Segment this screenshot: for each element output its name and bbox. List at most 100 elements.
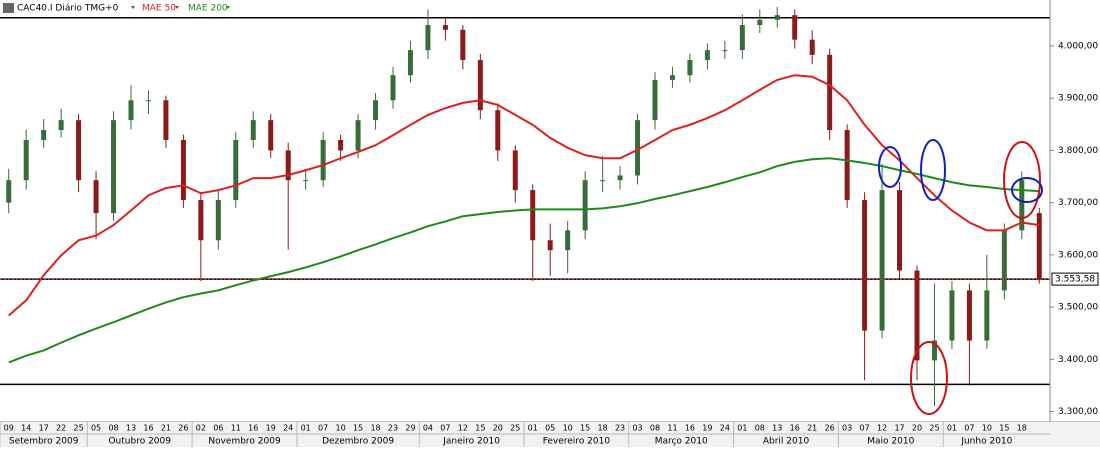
x-tick-label: 01 [528, 424, 538, 433]
legend-ma50: MAE 50 [142, 4, 176, 14]
candle-body [233, 139, 239, 201]
x-tick-label: 01 [947, 424, 957, 433]
candle-body [966, 290, 972, 341]
candle-body [879, 190, 885, 331]
candle-body [547, 240, 553, 251]
candle-body [442, 25, 448, 30]
x-tick-label: 16 [143, 424, 153, 433]
x-tick-label: 15 [353, 424, 363, 433]
candle-body [984, 290, 990, 341]
x-tick-label: 24 [283, 424, 293, 433]
candle-body [1001, 230, 1007, 291]
candle-body [285, 150, 291, 181]
candle-body [582, 180, 588, 231]
candle-body [407, 50, 413, 76]
month-label: Novembro 2009 [208, 437, 281, 447]
x-tick-label: 24 [720, 424, 730, 433]
annotation-ellipse [910, 341, 948, 415]
candle-body [303, 180, 309, 182]
candle-body [198, 200, 204, 241]
x-tick-label: 09 [4, 424, 14, 433]
x-tick-label: 16 [248, 424, 258, 433]
last-price-label: 3.553,58 [1055, 275, 1095, 285]
x-tick-label: 07 [440, 424, 450, 433]
x-tick-label: 21 [807, 424, 817, 433]
candle-body [128, 100, 134, 121]
candle-body [58, 120, 64, 131]
month-label: Abril 2010 [763, 437, 810, 447]
legend-arrow [175, 6, 179, 9]
x-tick-label: 15 [475, 424, 485, 433]
candle-body [844, 130, 850, 201]
legend-arrow [131, 6, 135, 9]
x-tick-label: 06 [213, 424, 223, 433]
month-label: Junho 2010 [960, 437, 1012, 447]
candle-body [1019, 180, 1025, 231]
candle-body [722, 50, 728, 52]
x-tick-label: 20 [912, 424, 922, 433]
candle-body [652, 79, 658, 121]
x-tick-label: 17 [39, 424, 49, 433]
candle-body [373, 100, 379, 121]
x-tick-label: 25 [74, 424, 84, 433]
candle-body [792, 15, 798, 40]
candle-body [320, 139, 326, 181]
candle-body [565, 230, 571, 251]
x-tick-label: 16 [790, 424, 800, 433]
x-tick-label: 08 [755, 424, 765, 433]
candle-body [41, 130, 47, 140]
x-tick-label: 26 [825, 424, 835, 433]
x-tick-label: 19 [702, 424, 712, 433]
candle-body [495, 110, 501, 151]
x-tick-label: 25 [929, 424, 939, 433]
x-tick-label: 10 [563, 424, 573, 433]
candle-body [6, 180, 12, 203]
x-tick-label: 10 [336, 424, 346, 433]
x-tick-label: 12 [877, 424, 887, 433]
candle-body [460, 29, 466, 61]
y-tick-label: 3.700,00 [1058, 198, 1098, 208]
plot-area [0, 6, 1050, 407]
x-tick-label: 11 [667, 424, 677, 433]
x-tick-label: 13 [772, 424, 782, 433]
x-tick-label: 08 [650, 424, 660, 433]
candle-body [914, 270, 920, 361]
month-label: Setembro 2009 [9, 437, 79, 447]
annotation-ellipse [1003, 141, 1041, 219]
x-tick-label: 08 [108, 424, 118, 433]
candle-body [268, 120, 274, 151]
x-tick-label: 25 [510, 424, 520, 433]
x-tick-label: 18 [370, 424, 380, 433]
candle-body [215, 200, 221, 241]
candle-body [635, 120, 641, 176]
x-tick-label: 03 [632, 424, 642, 433]
candle-body [530, 190, 536, 241]
candle-body [163, 100, 169, 140]
candle-body [355, 120, 361, 151]
month-label: Maio 2010 [867, 437, 914, 447]
candle-body [111, 120, 117, 214]
candle-body [809, 39, 815, 55]
x-tick-label: 07 [318, 424, 328, 433]
x-tick-label: 21 [161, 424, 171, 433]
candle-body [390, 75, 396, 101]
y-tick-label: 4.000,00 [1058, 41, 1098, 51]
x-tick-label: 15 [999, 424, 1009, 433]
x-tick-label: 07 [860, 424, 870, 433]
candle-body [93, 180, 99, 214]
candle-body [23, 139, 29, 181]
candle-body [145, 100, 151, 102]
y-tick-label: 3.800,00 [1058, 146, 1098, 156]
x-tick-label: 20 [493, 424, 503, 433]
legend-arrow [226, 6, 230, 9]
x-tick-label: 05 [545, 424, 555, 433]
y-tick-label: 3.900,00 [1058, 94, 1098, 104]
x-tick-label: 23 [615, 424, 625, 433]
month-label: Outubro 2009 [108, 437, 171, 447]
y-tick-label: 3.300,00 [1058, 407, 1098, 417]
annotation-ellipse [878, 146, 902, 188]
candle-body [600, 180, 606, 182]
x-tick-label: 02 [196, 424, 206, 433]
x-tick-label: 11 [231, 424, 241, 433]
